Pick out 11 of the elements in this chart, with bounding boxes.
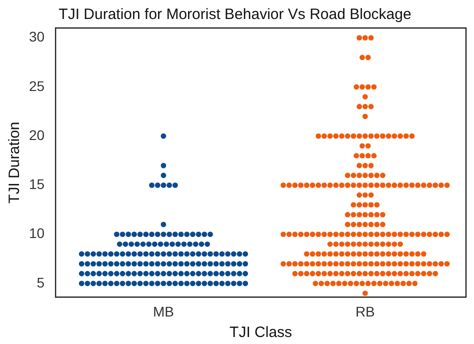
x-tick-label: RB <box>355 303 375 320</box>
y-tick-label: 15 <box>28 176 45 192</box>
y-tick-label: 20 <box>28 126 45 143</box>
y-tick-label: 10 <box>28 225 45 242</box>
x-axis-title: TJI Class <box>230 324 292 342</box>
y-tick-label: 30 <box>28 28 45 45</box>
y-tick-label: 25 <box>28 78 45 94</box>
x-tick-label: MB <box>152 303 174 320</box>
y-tick-label: 5 <box>36 274 45 290</box>
y-axis-title: TJI Duration <box>6 122 24 204</box>
chart-title: TJI Duration for Mororist Behavior Vs Road Blockage <box>58 6 412 24</box>
